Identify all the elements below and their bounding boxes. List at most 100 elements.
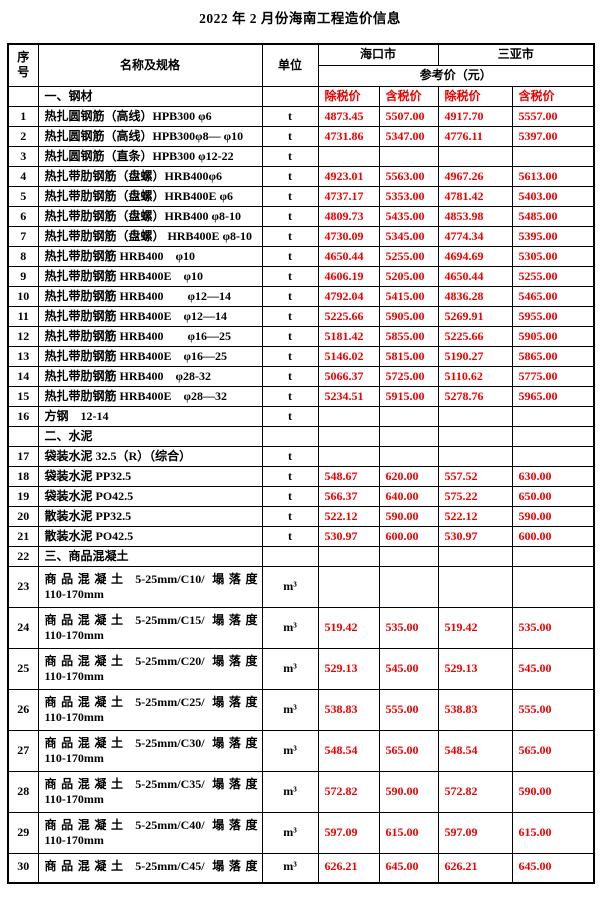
- price-cell: 5205.00: [378, 265, 439, 287]
- price-cell: 626.21: [317, 852, 380, 884]
- unit-cell: t: [261, 125, 319, 147]
- row-number-cell: 10: [7, 285, 39, 307]
- row-number-cell: 26: [7, 688, 39, 731]
- price-cell: 5955.00: [511, 305, 595, 327]
- price-cell: 5225.66: [437, 325, 513, 347]
- price-cell: 630.00: [511, 465, 595, 487]
- price-cell: 555.00: [378, 688, 439, 731]
- table-row: 23 商品混凝土 5-25mm/C10/ 塌落度 110-170mm m³: [7, 565, 595, 608]
- price-cell: [378, 405, 439, 427]
- unit-cell: m³: [261, 729, 319, 772]
- price-cell: 4650.44: [437, 265, 513, 287]
- row-number-cell: 1: [7, 105, 39, 127]
- table-row: 6 热扎带肋钢筋（盘螺）HRB400 φ8-10 t 4809.73 5435.00 48…: [7, 205, 595, 227]
- price-cell: 626.21: [437, 852, 513, 884]
- row-number-cell: 11: [7, 305, 39, 327]
- price-cell: 615.00: [378, 811, 439, 854]
- table-row: 17 袋装水泥 32.5（R）（综合） t: [7, 445, 595, 467]
- price-cell: 4967.26: [437, 165, 513, 187]
- unit-cell: t: [261, 105, 319, 127]
- price-cell: 529.13: [317, 647, 380, 690]
- price-cell: 555.00: [511, 688, 595, 731]
- table-row: 9 热扎带肋钢筋 HRB400E φ10 t 4606.19 5205.00 4650.4…: [7, 265, 595, 287]
- price-cell: 522.12: [317, 505, 380, 527]
- price-cell: [437, 145, 513, 167]
- item-name-cell: 商品混凝土 5-25mm/C20/ 塌落度 110-170mm: [37, 647, 263, 690]
- item-name-cell: 热扎带肋钢筋 HRB400 φ16—25: [37, 325, 263, 347]
- table-row: 24 商品混凝土 5-25mm/C15/ 塌落度 110-170mm m³ 519.42…: [7, 606, 595, 649]
- item-name-line1: 商品混凝土 5-25mm/C25/ 塌落度: [44, 694, 258, 709]
- price-cell: 5915.00: [378, 385, 439, 407]
- unit-cell: [261, 545, 319, 567]
- row-number-cell: 2: [7, 125, 39, 147]
- unit-cell: m³: [261, 647, 319, 690]
- item-name-cell: 热扎圆钢筋（高线）HPB300 φ6: [37, 105, 263, 127]
- price-cell: 4606.19: [317, 265, 380, 287]
- header-ref-price: 参考价（元）: [317, 64, 595, 87]
- item-name-cell: 热扎圆钢筋（高线）HPB300φ8— φ10: [37, 125, 263, 147]
- item-name-cell: 热扎带肋钢筋 HRB400E φ10: [37, 265, 263, 287]
- price-cell: 5865.00: [511, 345, 595, 367]
- table-row: 4 热扎带肋钢筋（盘螺）HRB400φ6 t 4923.01 5563.00 4967.2…: [7, 165, 595, 187]
- item-name-line2: 110-170mm: [44, 832, 104, 847]
- table-row: 16 方钢 12-14 t: [7, 405, 595, 427]
- price-cell: 597.09: [317, 811, 380, 854]
- price-cell: 529.13: [437, 647, 513, 690]
- price-cell: 5255.00: [378, 245, 439, 267]
- price-cell: 535.00: [378, 606, 439, 649]
- table-row: 20 散装水泥 PP32.5 t 522.12 590.00 522.12 590.00: [7, 505, 595, 527]
- price-cell: 5435.00: [378, 205, 439, 227]
- price-cell: 545.00: [378, 647, 439, 690]
- row-number-cell: 23: [7, 565, 39, 608]
- row-number-cell: 6: [7, 205, 39, 227]
- table-header: 序 号 名称及规格 单位 海口市 三亚市 参考价（元）: [7, 43, 595, 87]
- price-cell: 5905.00: [378, 305, 439, 327]
- price-cell: 5269.91: [437, 305, 513, 327]
- unit-cell: t: [261, 305, 319, 327]
- price-cell: 5613.00: [511, 165, 595, 187]
- price-cell: 4923.01: [317, 165, 380, 187]
- price-cell: 5190.27: [437, 345, 513, 367]
- price-cell: [511, 545, 595, 567]
- unit-cell: t: [261, 465, 319, 487]
- price-cell: 530.97: [437, 525, 513, 547]
- price-cell: [378, 425, 439, 447]
- header-col-no-line1: 序: [17, 50, 30, 65]
- item-name-cell: 热扎带肋钢筋 HRB400 φ10: [37, 245, 263, 267]
- row-number-cell: 19: [7, 485, 39, 507]
- price-cell: 565.00: [378, 729, 439, 772]
- price-cell: [378, 145, 439, 167]
- unit-cell: m³: [261, 565, 319, 608]
- item-name-line1: 商品混凝土 5-25mm/C20/ 塌落度: [44, 653, 258, 668]
- price-cell: 5066.37: [317, 365, 380, 387]
- item-name-line2: 110-170mm: [44, 791, 104, 806]
- section-row: 22 三、商品混凝土: [7, 545, 595, 567]
- section-row: 二、水泥: [7, 425, 595, 447]
- price-cell: 645.00: [511, 852, 595, 884]
- row-number-cell: [7, 85, 39, 107]
- unit-cell: [261, 425, 319, 447]
- unit-cell: t: [261, 485, 319, 507]
- price-cell: 5397.00: [511, 125, 595, 147]
- header-col-no: 序 号: [7, 43, 39, 87]
- price-cell: 548.54: [317, 729, 380, 772]
- price-cell: 5965.00: [511, 385, 595, 407]
- price-cell: 5775.00: [511, 365, 595, 387]
- row-number-cell: 9: [7, 265, 39, 287]
- row-number-cell: 24: [7, 606, 39, 649]
- table-row: 19 袋装水泥 PO42.5 t 566.37 640.00 575.22 650.00: [7, 485, 595, 507]
- price-cell: 4731.86: [317, 125, 380, 147]
- price-cell: 4853.98: [437, 205, 513, 227]
- price-cell: 5415.00: [378, 285, 439, 307]
- table-row: 11 热扎带肋钢筋 HRB400E φ12—14 t 5225.66 5905.00 52…: [7, 305, 595, 327]
- row-number-cell: 16: [7, 405, 39, 427]
- price-cell: [317, 445, 380, 467]
- table-row: 2 热扎圆钢筋（高线）HPB300φ8— φ10 t 4731.86 5347.00 47…: [7, 125, 595, 147]
- row-number-cell: 30: [7, 852, 39, 884]
- item-name-cell: 商品混凝土 5-25mm/C10/ 塌落度 110-170mm: [37, 565, 263, 608]
- item-name-cell: 热扎带肋钢筋（盘螺）HRB400E φ6: [37, 185, 263, 207]
- item-name-cell: 商品混凝土 5-25mm/C15/ 塌落度 110-170mm: [37, 606, 263, 649]
- price-cell: 530.97: [317, 525, 380, 547]
- unit-cell: t: [261, 245, 319, 267]
- price-cell: 5347.00: [378, 125, 439, 147]
